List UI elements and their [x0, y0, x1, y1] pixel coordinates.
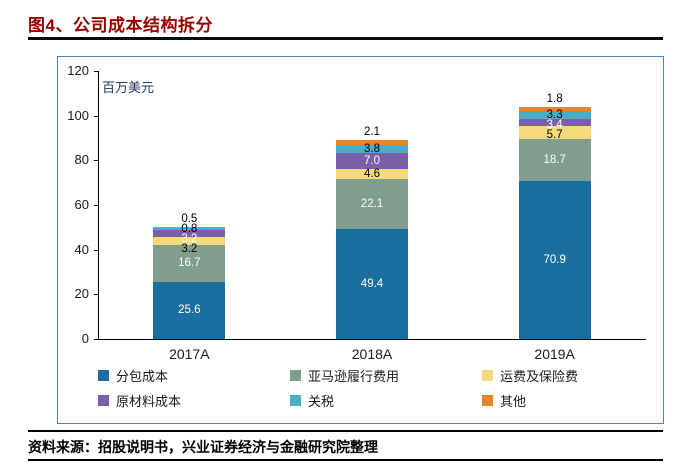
bar-segment	[153, 230, 226, 238]
legend-item-1: 亚马逊履行费用	[290, 366, 482, 385]
y-axis-tick-label: 100	[67, 107, 89, 123]
stacked-bar-2019A: 1.8 3.3 3.4 5.7 18.7 70.9	[518, 93, 591, 339]
bar-value-label: 3.4	[546, 118, 563, 131]
y-axis-line	[98, 71, 99, 340]
legend-swatch	[98, 395, 109, 406]
bar-segment	[153, 281, 226, 339]
x-axis-label: 2017A	[169, 346, 210, 362]
legend-item-5: 其他	[482, 391, 650, 410]
bar-segment	[518, 118, 591, 127]
bar-value-label: 70.9	[543, 253, 566, 266]
bar-segment	[336, 169, 408, 180]
bar-segment	[336, 153, 408, 170]
y-axis-tick-label: 80	[74, 152, 89, 168]
bar-value-label: 0.5	[181, 213, 198, 226]
y-axis-tick-mark	[94, 205, 98, 206]
y-axis-tick-label: 120	[67, 63, 89, 78]
legend-swatch	[290, 395, 301, 406]
legend-label: 其他	[500, 394, 527, 409]
bar-value-label: 3.3	[546, 108, 563, 121]
bar-value-label: 3.2	[181, 233, 198, 246]
bar-value-label: 0.8	[181, 223, 198, 236]
bar-value-label: 18.7	[543, 153, 566, 166]
bar-value-label: 2.1	[364, 126, 380, 139]
legend-item-3: 原材料成本	[98, 391, 290, 410]
y-axis-tick-label: 60	[74, 197, 89, 212]
legend-label: 分包成本	[116, 369, 169, 384]
legend-swatch	[290, 370, 301, 381]
y-axis-tick-label: 0	[81, 331, 89, 346]
bar-value-label: 3.2	[181, 243, 198, 256]
y-axis-tick-label: 40	[74, 241, 89, 257]
bar-value-label: 5.7	[546, 128, 563, 141]
bar-segment	[336, 144, 408, 154]
bar-value-label: 16.7	[178, 257, 201, 270]
legend-item-2: 运费及保险费	[482, 366, 650, 385]
x-axis-line	[98, 339, 646, 340]
y-axis-tick-mark	[94, 71, 98, 72]
y-axis-tick-mark	[94, 339, 98, 340]
legend-label: 原材料成本	[116, 394, 182, 409]
bar-segment	[518, 180, 591, 339]
figure-title: 图4、公司成本结构拆分	[28, 16, 213, 35]
legend-item-0: 分包成本	[98, 366, 290, 385]
y-axis-tick-label: 20	[74, 286, 89, 302]
stacked-bar-2018A: 2.1 3.8 7.0 4.6 22.1 49.4	[336, 126, 408, 339]
x-axis-label: 2018A	[351, 346, 393, 362]
chart-frame: 0 20 40 60 80 100 120 0.5 0.8 3.2 3.2 16.7 25.6 2017A…	[57, 56, 664, 424]
bar-segment	[518, 126, 591, 139]
y-axis-tick-mark	[94, 160, 98, 162]
bar-value-label: 25.6	[178, 304, 201, 317]
legend-label: 亚马逊履行费用	[308, 369, 400, 384]
bar-segment	[518, 107, 591, 112]
bar-value-label: 4.6	[364, 168, 380, 181]
y-axis-tick-mark	[94, 249, 98, 251]
bar-value-label: 49.4	[360, 277, 384, 290]
legend-swatch	[482, 370, 493, 381]
legend-label: 运费及保险费	[500, 369, 579, 384]
unit-label: 百万美元	[102, 80, 155, 95]
legend-item-4: 关税	[290, 391, 482, 410]
plot-area: 0 20 40 60 80 100 120 0.5 0.8 3.2 3.2 16.7 25.6 2017A…	[58, 57, 663, 423]
bar-segment	[336, 228, 408, 339]
bar-segment	[153, 227, 226, 229]
bar-segment	[153, 244, 226, 282]
bar-value-label: 22.1	[360, 197, 384, 210]
bar-value-label: 1.8	[546, 93, 563, 106]
source-text: 资料来源：招股说明书，兴业证券经济与金融研究院整理	[28, 439, 378, 455]
stacked-bar-2017A: 0.5 0.8 3.2 3.2 16.7 25.6	[153, 213, 226, 339]
x-axis-label: 2019A	[534, 346, 575, 362]
bar-segment	[153, 237, 226, 245]
bar-segment	[336, 140, 408, 145]
legend: 分包成本 亚马逊履行费用 运费及保险费原材料成本 关税 其他	[98, 366, 650, 410]
bar-segment	[518, 111, 591, 119]
bar-segment	[336, 179, 408, 229]
bar-segment	[153, 228, 226, 231]
source-bottom-rule	[28, 459, 663, 461]
bar-value-label: 3.8	[364, 143, 380, 156]
title-underline	[28, 37, 663, 40]
bar-value-label: 7.0	[364, 155, 380, 168]
bar-segment	[518, 138, 591, 181]
y-axis-tick-mark	[94, 294, 98, 296]
y-axis-tick-mark	[94, 115, 98, 117]
legend-swatch	[482, 395, 493, 406]
legend-swatch	[98, 370, 109, 381]
source-top-rule	[28, 430, 663, 432]
legend-label: 关税	[308, 394, 335, 409]
